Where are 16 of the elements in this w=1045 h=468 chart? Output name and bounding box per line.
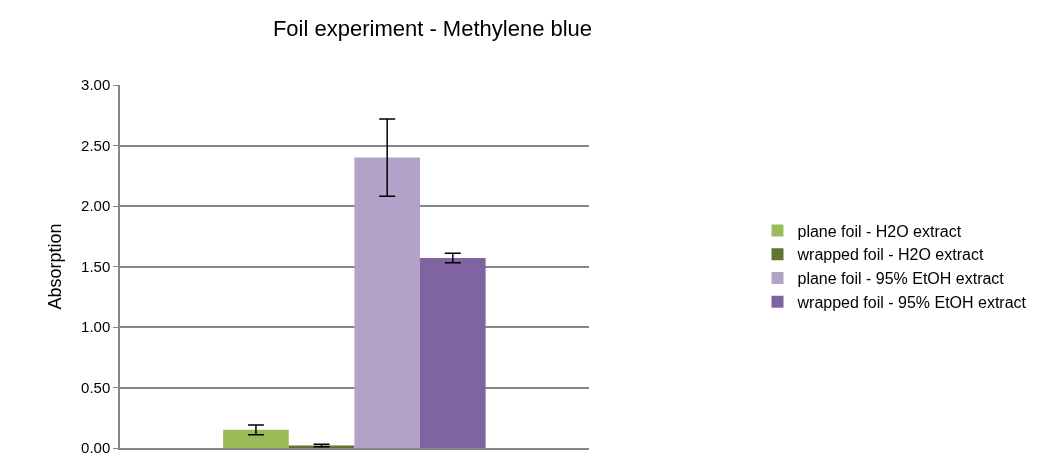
y-tick-label: 0.50 [81, 378, 111, 396]
y-tick-label: 1.00 [81, 318, 111, 336]
y-tick-label: 1.50 [81, 257, 111, 275]
y-tick-label: 2.50 [81, 136, 111, 154]
bar [223, 429, 289, 448]
y-tick-label: 2.00 [81, 197, 111, 215]
legend-label: plane foil - 95% EtOH extract [797, 270, 1005, 288]
chart-title: Foil experiment - Methylene blue [272, 15, 593, 41]
y-axis-title: Absorption [44, 223, 65, 310]
bar [420, 258, 486, 448]
y-tick-label: 3.00 [81, 76, 111, 94]
y-tick-label: 0.00 [81, 439, 111, 457]
legend-label: wrapped foil - 95% EtOH extract [796, 294, 1027, 312]
legend-label: plane foil - H2O extract [797, 222, 962, 240]
legend-label: wrapped foil - H2O extract [796, 246, 984, 264]
bar [354, 157, 420, 448]
